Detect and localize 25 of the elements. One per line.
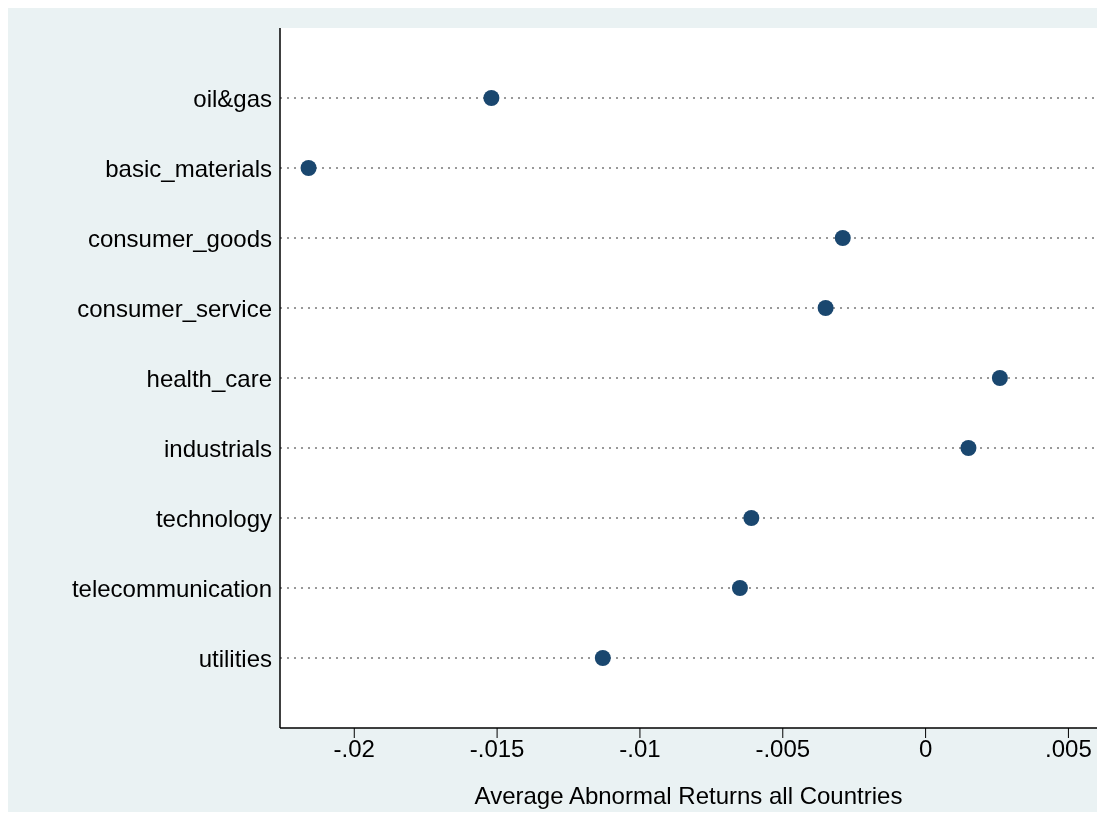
- point: [483, 90, 500, 106]
- point: [731, 580, 748, 596]
- x-tick-label: -.015: [469, 735, 525, 763]
- y-tick-label: health_care: [146, 364, 272, 392]
- y-tick-label: telecommunication: [71, 574, 272, 602]
- x-tick-label: 0: [918, 735, 933, 763]
- y-tick-label: basic_materials: [105, 154, 272, 182]
- point: [594, 650, 611, 666]
- point: [817, 300, 834, 316]
- point: [743, 510, 760, 526]
- y-tick-label: technology: [155, 504, 272, 532]
- x-tick-label: -.02: [333, 735, 375, 763]
- point: [960, 440, 977, 456]
- x-axis-title: Average Abnormal Returns all Countries: [474, 782, 903, 809]
- y-tick-label: consumer_goods: [87, 224, 272, 252]
- x-tick-label: -.01: [619, 735, 661, 763]
- y-tick-label: industrials: [163, 434, 272, 462]
- y-tick-label: utilities: [198, 644, 272, 672]
- x-tick-label: -.005: [755, 735, 811, 763]
- point: [991, 370, 1008, 386]
- y-tick-label: oil&gas: [193, 84, 272, 112]
- x-tick-label: .005: [1045, 735, 1092, 763]
- y-tick-label: consumer_service: [77, 294, 272, 322]
- point: [834, 230, 851, 246]
- point: [300, 160, 317, 176]
